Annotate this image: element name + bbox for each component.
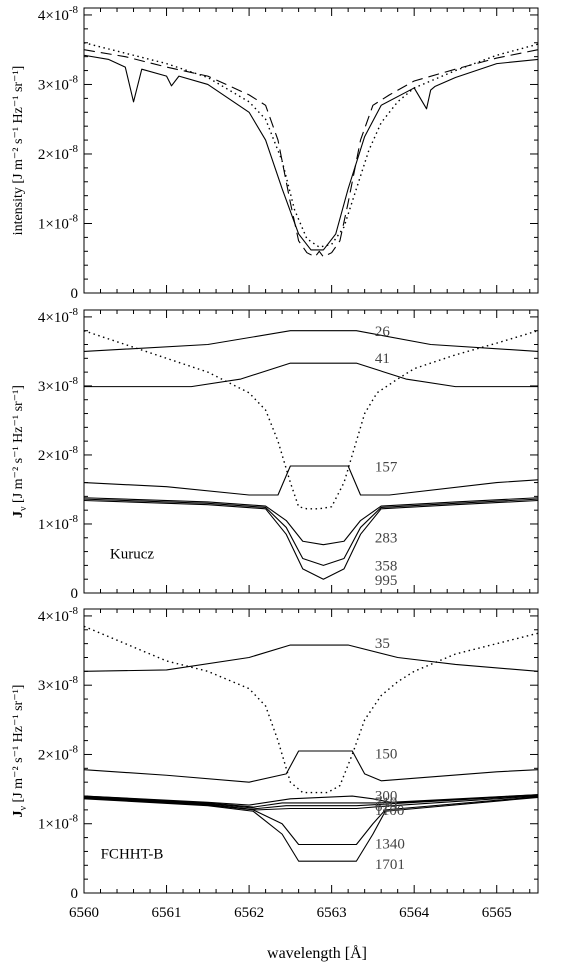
series-line-dotted: [83, 625, 539, 794]
y-axis-label: Jν [J m⁻² s⁻¹ Hz⁻¹ sr⁻¹]: [11, 385, 29, 518]
series-line-35: [83, 644, 539, 672]
x-tick-label: 6563: [317, 905, 347, 921]
curve-label: 300: [375, 789, 398, 805]
series-line-1100: [83, 795, 539, 811]
x-tick-label: 6560: [69, 905, 99, 921]
y-tick-label: 3×10-8: [38, 73, 79, 93]
curve-label: 995: [375, 573, 398, 589]
y-tick-label: 2×10-8: [38, 743, 79, 763]
y-tick-label: 3×10-8: [38, 375, 79, 395]
series-line-1340: [83, 796, 539, 846]
series-line-358: [83, 498, 539, 566]
y-tick-label: 0: [71, 586, 79, 602]
y-axis-label: intensity [J m⁻² s⁻¹ Hz⁻¹ sr⁻¹]: [11, 66, 26, 236]
curve-label: 358: [375, 559, 398, 575]
x-tick-label: 6561: [152, 905, 182, 921]
curve-label: 26: [375, 324, 391, 340]
plot-frame: [83, 608, 539, 894]
y-tick-label: 4×10-8: [38, 605, 79, 625]
curve-label: 150: [375, 746, 398, 762]
series-line-283: [83, 497, 539, 546]
x-axis-label: wavelength [Å]: [267, 944, 367, 962]
plot-frame: [83, 309, 539, 594]
x-tick-label: 6564: [399, 905, 430, 921]
y-tick-label: 1×10-8: [38, 813, 79, 833]
atmosphere-label: Kurucz: [110, 547, 154, 563]
curve-label: 157: [375, 459, 398, 475]
panel-top: 0 1×10-8 2×10-8 3×10-8 4×10-8 intensity [J m⁻…: [11, 4, 539, 302]
series-line-dotted: [83, 330, 539, 510]
x-tick-label: 6565: [482, 905, 512, 921]
series-line-150: [83, 750, 539, 783]
series-line-629: [83, 794, 539, 810]
panel-bottom: 0 1×10-8 2×10-8 3×10-8 4×10-8 Jν [J m⁻² s⁻¹ H…: [11, 605, 539, 902]
y-tick-label: 1×10-8: [38, 212, 79, 232]
curve-label: 1701: [375, 857, 405, 873]
x-tick-label: 6562: [234, 905, 264, 921]
curve-label: 41: [375, 351, 390, 367]
curve-label: 35: [375, 636, 390, 652]
curve-label: 719: [375, 795, 398, 811]
series-line-719: [83, 794, 539, 808]
plot-frame: [83, 7, 539, 294]
series-line-dotted: [83, 42, 539, 248]
atmosphere-label: FCHHT-B: [101, 846, 164, 862]
y-tick-label: 4×10-8: [38, 4, 79, 24]
y-tick-label: 4×10-8: [38, 306, 79, 326]
y-tick-label: 2×10-8: [38, 143, 79, 163]
curve-label: 1340: [375, 836, 405, 852]
series-line-1701: [83, 796, 539, 862]
series-line-solid: [83, 54, 539, 251]
curve-label: 283: [375, 530, 398, 546]
series-line-41: [84, 362, 538, 388]
y-axis-label: Jν [J m⁻² s⁻¹ Hz⁻¹ sr⁻¹]: [11, 685, 29, 818]
y-tick-label: 0: [71, 286, 79, 302]
curve-label: 629: [375, 799, 398, 815]
curve-label: 1100: [375, 803, 404, 819]
y-tick-label: 1×10-8: [38, 513, 79, 533]
series-line-26: [83, 330, 539, 352]
series-line-157: [83, 465, 539, 496]
series-line-995: [83, 499, 539, 580]
y-tick-label: 3×10-8: [38, 674, 79, 694]
series-line-dashed: [83, 49, 539, 258]
y-tick-label: 2×10-8: [38, 444, 79, 464]
panel-middle: 0 1×10-8 2×10-8 3×10-8 4×10-8 Jν [J m⁻² s⁻¹ H…: [11, 306, 539, 602]
panels: 0 1×10-8 2×10-8 3×10-8 4×10-8 intensity [J m⁻…: [11, 4, 539, 921]
y-tick-label: 0: [71, 886, 79, 902]
